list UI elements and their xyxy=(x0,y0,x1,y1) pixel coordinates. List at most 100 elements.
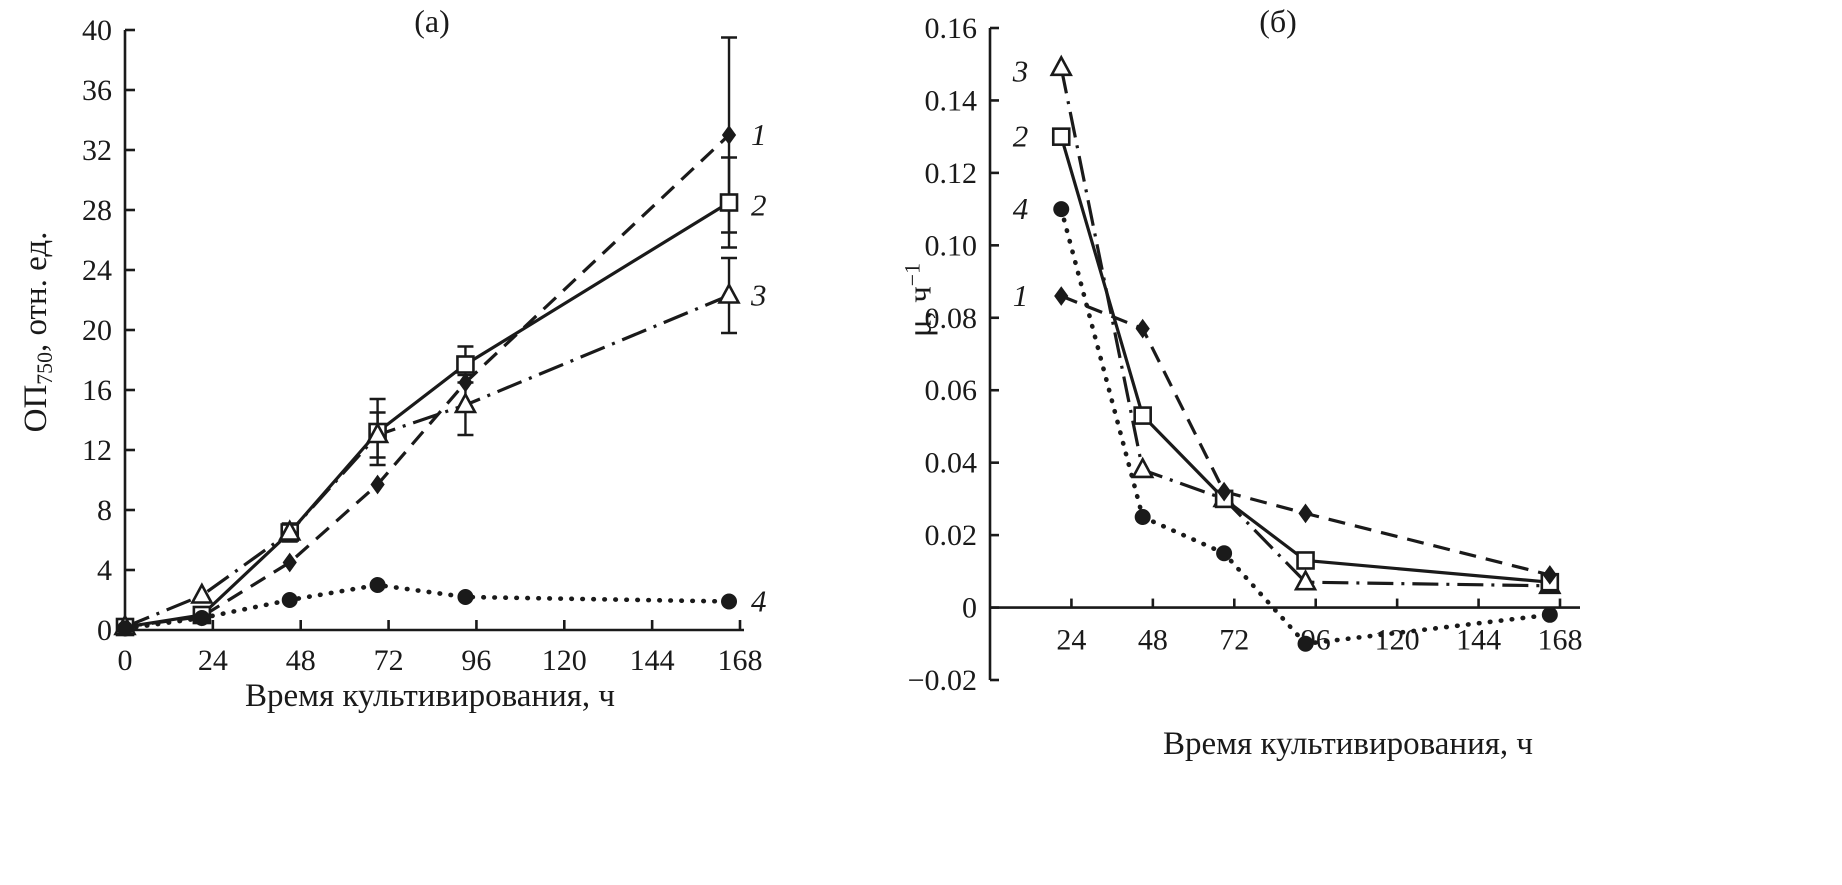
y-tick-label: 0 xyxy=(962,592,977,625)
circle-marker xyxy=(1053,201,1070,218)
x-tick-label: 24 xyxy=(198,644,228,677)
y-tick-label: 0.16 xyxy=(925,12,978,45)
panel-a-y-axis-label: ОП750, отн. ед. xyxy=(18,232,58,433)
circle-marker xyxy=(457,589,474,605)
y-tick-label: 24 xyxy=(82,254,112,287)
diamond-marker xyxy=(1054,286,1069,306)
axes xyxy=(123,28,744,632)
circle-marker xyxy=(1134,509,1151,525)
series-1-line xyxy=(1060,294,1551,577)
y-tick-label: 0.06 xyxy=(925,374,978,407)
diamond-marker xyxy=(1542,565,1557,585)
square-marker xyxy=(1051,127,1071,146)
panel-b-title: (б) xyxy=(1259,3,1297,39)
axes xyxy=(988,26,1580,682)
diamond-marker xyxy=(721,125,737,145)
panel-b-chart: 24 48 72 96 120 144 168−0.0200.020.040.060.080… xyxy=(908,12,1583,697)
circle-marker xyxy=(1297,635,1314,652)
y-tick-label: 28 xyxy=(82,194,112,227)
panel-a-y-axis-label-subscript: 750 xyxy=(33,352,58,385)
x-tick-label: 72 xyxy=(374,644,404,677)
diamond-marker xyxy=(458,372,473,393)
x-tick-label: 168 xyxy=(718,644,763,677)
triangle-marker xyxy=(365,421,390,444)
triangle-marker xyxy=(717,282,741,304)
tick-labels: 24 48 72 96 120 144 168−0.0200.020.040.060.080… xyxy=(908,12,1583,697)
series-1-label: 1 xyxy=(751,117,767,152)
circle-marker xyxy=(193,610,210,626)
panel-b-x-axis-label: Время культивирования, ч xyxy=(1162,726,1534,762)
y-tick-label: 12 xyxy=(82,434,112,467)
x-tick-label: 96 xyxy=(461,644,491,677)
series-2-markers xyxy=(115,193,739,637)
y-tick-label: 0.02 xyxy=(925,519,978,552)
series-1-line xyxy=(124,133,731,629)
x-tick-label: 72 xyxy=(1219,624,1249,657)
x-tick-label: 144 xyxy=(1456,624,1501,657)
y-tick-label: 0.14 xyxy=(925,84,978,117)
x-tick-label: 144 xyxy=(630,644,675,677)
x-tick-label: 120 xyxy=(1375,624,1420,657)
series-3-line xyxy=(124,294,730,629)
series-4-label: 4 xyxy=(1013,191,1029,226)
y-tick-label: 8 xyxy=(97,494,112,527)
series-4-label: 4 xyxy=(751,584,767,619)
panel-a-title: (а) xyxy=(414,3,450,39)
series-4-line xyxy=(122,582,732,631)
triangle-marker xyxy=(1293,568,1318,591)
x-tick-label: 48 xyxy=(1138,624,1168,657)
y-tick-label: 0 xyxy=(97,614,112,647)
triangle-marker xyxy=(1130,456,1155,479)
y-tick-label: −0.02 xyxy=(908,664,977,697)
square-marker xyxy=(1296,551,1315,570)
diamond-marker xyxy=(1216,481,1232,502)
diamond-marker xyxy=(370,474,385,495)
x-tick-label: 24 xyxy=(1056,624,1086,657)
series-2-label: 2 xyxy=(751,188,767,223)
panel-a-y-axis-label-main: ОП xyxy=(17,384,54,433)
series-3-markers xyxy=(113,282,741,636)
circle-marker xyxy=(117,620,133,637)
triangle-marker xyxy=(1049,54,1073,77)
series-1-label: 1 xyxy=(1013,278,1029,313)
panel-b-y-axis-label-main: μ, ч xyxy=(902,286,939,337)
x-tick-label: 0 xyxy=(118,644,133,677)
y-tick-label: 0.08 xyxy=(925,302,978,335)
x-tick-label: 120 xyxy=(542,644,587,677)
panel-a-y-axis-label-units: , отн. ед. xyxy=(17,231,54,353)
series-3-label: 3 xyxy=(750,278,767,313)
square-marker xyxy=(719,193,739,212)
diamond-marker xyxy=(1298,503,1313,524)
y-tick-label: 36 xyxy=(82,74,112,107)
series-1-markers xyxy=(117,125,737,637)
circle-marker xyxy=(369,577,386,593)
panel-b-y-axis-label: μ, ч−1 xyxy=(901,263,940,337)
panel-a: 0 24 48 72 96 120 144 168 0 4 8 12 16 20 24 28 32 36 40 1 2 3… xyxy=(0,0,880,885)
y-tick-label: 40 xyxy=(82,14,112,47)
series-4-markers xyxy=(117,577,738,637)
y-tick-label: 0.10 xyxy=(925,229,978,262)
circle-marker xyxy=(1541,606,1558,623)
x-tick-label: 168 xyxy=(1538,624,1583,657)
series-2-line xyxy=(124,201,730,629)
y-tick-label: 4 xyxy=(97,554,112,587)
panel-a-chart: 0 24 48 72 96 120 144 1680481216202428323640123… xyxy=(82,14,767,677)
series-3-label: 3 xyxy=(1012,53,1029,88)
series-4-markers xyxy=(1053,201,1558,652)
y-tick-label: 20 xyxy=(82,314,112,347)
y-tick-label: 0.12 xyxy=(925,157,978,190)
square-marker xyxy=(456,355,475,374)
panel-a-x-axis-label: Время культивирования, ч xyxy=(244,678,616,714)
series-1-markers xyxy=(1054,286,1557,585)
x-tick-label: 48 xyxy=(286,644,316,677)
y-tick-label: 0.04 xyxy=(925,447,978,480)
circle-marker xyxy=(1216,545,1233,562)
circle-marker xyxy=(721,593,738,610)
diamond-marker xyxy=(282,552,297,573)
series-2-label: 2 xyxy=(1013,119,1029,154)
panel-b: 24 48 72 96 120 144 168 −0.02 0 0.02 0.04 0.06 0.08 0… xyxy=(880,0,1842,885)
circle-marker xyxy=(281,592,298,608)
triangle-marker xyxy=(278,519,302,541)
